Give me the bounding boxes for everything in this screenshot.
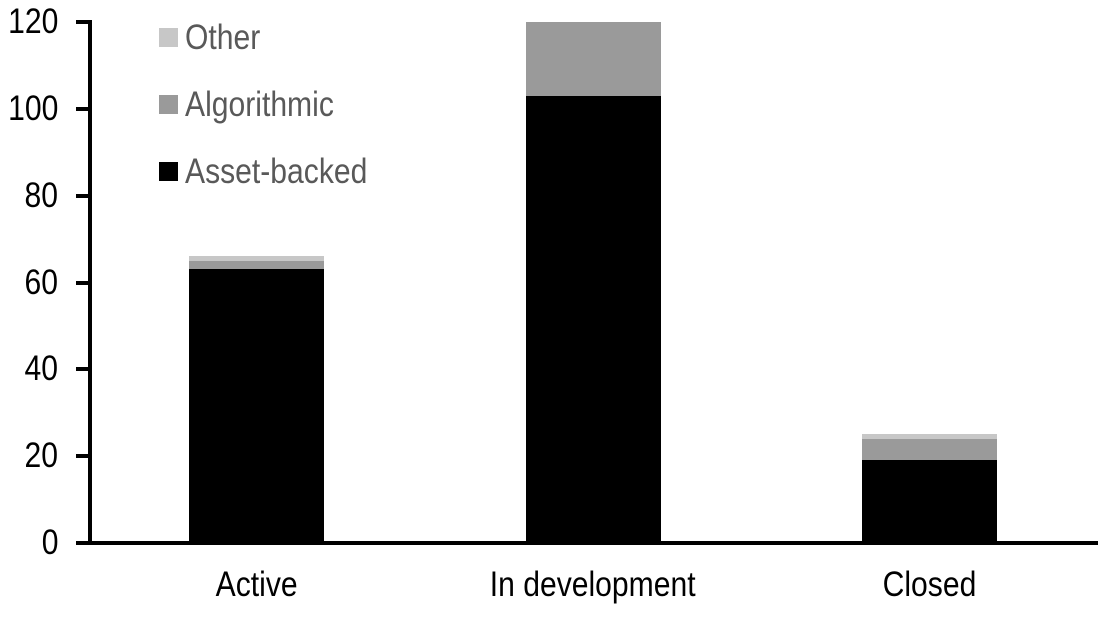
x-axis-label-text: In development [490, 565, 696, 604]
y-tick-mark [76, 454, 92, 459]
y-tick-value: 80 [24, 175, 58, 215]
legend-label: Algorithmic [185, 85, 334, 124]
y-axis-line [88, 20, 92, 545]
x-axis-label-closed: Closed [760, 564, 1100, 606]
bar-segment-algorithmic [862, 438, 998, 461]
y-tick-label: 20 [0, 436, 58, 476]
x-axis-label-text: Closed [882, 565, 977, 604]
x-axis-label-text: Active [215, 565, 298, 604]
y-tick-label: 60 [0, 263, 58, 303]
legend: Other Algorithmic Asset-backed [159, 18, 397, 191]
legend-swatch-asset-backed [159, 162, 178, 181]
legend-swatch-algorithmic [159, 95, 178, 114]
bar-active [188, 256, 324, 543]
bar-segment-asset-backed [525, 95, 661, 543]
y-tick-mark [76, 280, 92, 285]
bar-segment-algorithmic [188, 260, 324, 270]
y-tick-mark [76, 541, 92, 545]
y-tick-value: 40 [24, 349, 58, 389]
legend-label: Asset-backed [185, 152, 368, 191]
bar-closed [862, 434, 998, 543]
bar-segment-algorithmic [525, 22, 661, 96]
y-tick-label: 40 [0, 349, 58, 389]
bar-segment-asset-backed [862, 460, 998, 543]
x-axis-label-active: Active [86, 564, 426, 606]
x-axis-line [88, 541, 1098, 545]
bar-segment-asset-backed [188, 269, 324, 543]
legend-swatch-other [159, 28, 178, 47]
y-tick-value: 100 [8, 88, 59, 128]
y-tick-label: 100 [0, 89, 58, 129]
y-tick-mark [76, 193, 92, 198]
y-tick-value: 20 [24, 436, 58, 476]
bar-segment-other [188, 256, 324, 261]
legend-item-asset-backed: Asset-backed [159, 152, 397, 191]
y-tick-mark [76, 20, 92, 24]
x-axis-label-in-development: In development [423, 564, 763, 606]
y-tick-value: 60 [24, 262, 58, 302]
y-tick-mark [76, 367, 92, 372]
bar-segment-other [862, 434, 998, 439]
y-tick-label: 0 [0, 523, 58, 563]
y-tick-label: 120 [0, 2, 58, 42]
y-tick-mark [76, 106, 92, 111]
legend-item-other: Other [159, 18, 397, 57]
bar-in-development [525, 22, 661, 543]
y-tick-label: 80 [0, 176, 58, 216]
legend-label: Other [185, 18, 261, 57]
legend-item-algorithmic: Algorithmic [159, 85, 397, 124]
y-tick-value: 0 [41, 523, 58, 562]
y-tick-value: 120 [8, 2, 59, 41]
